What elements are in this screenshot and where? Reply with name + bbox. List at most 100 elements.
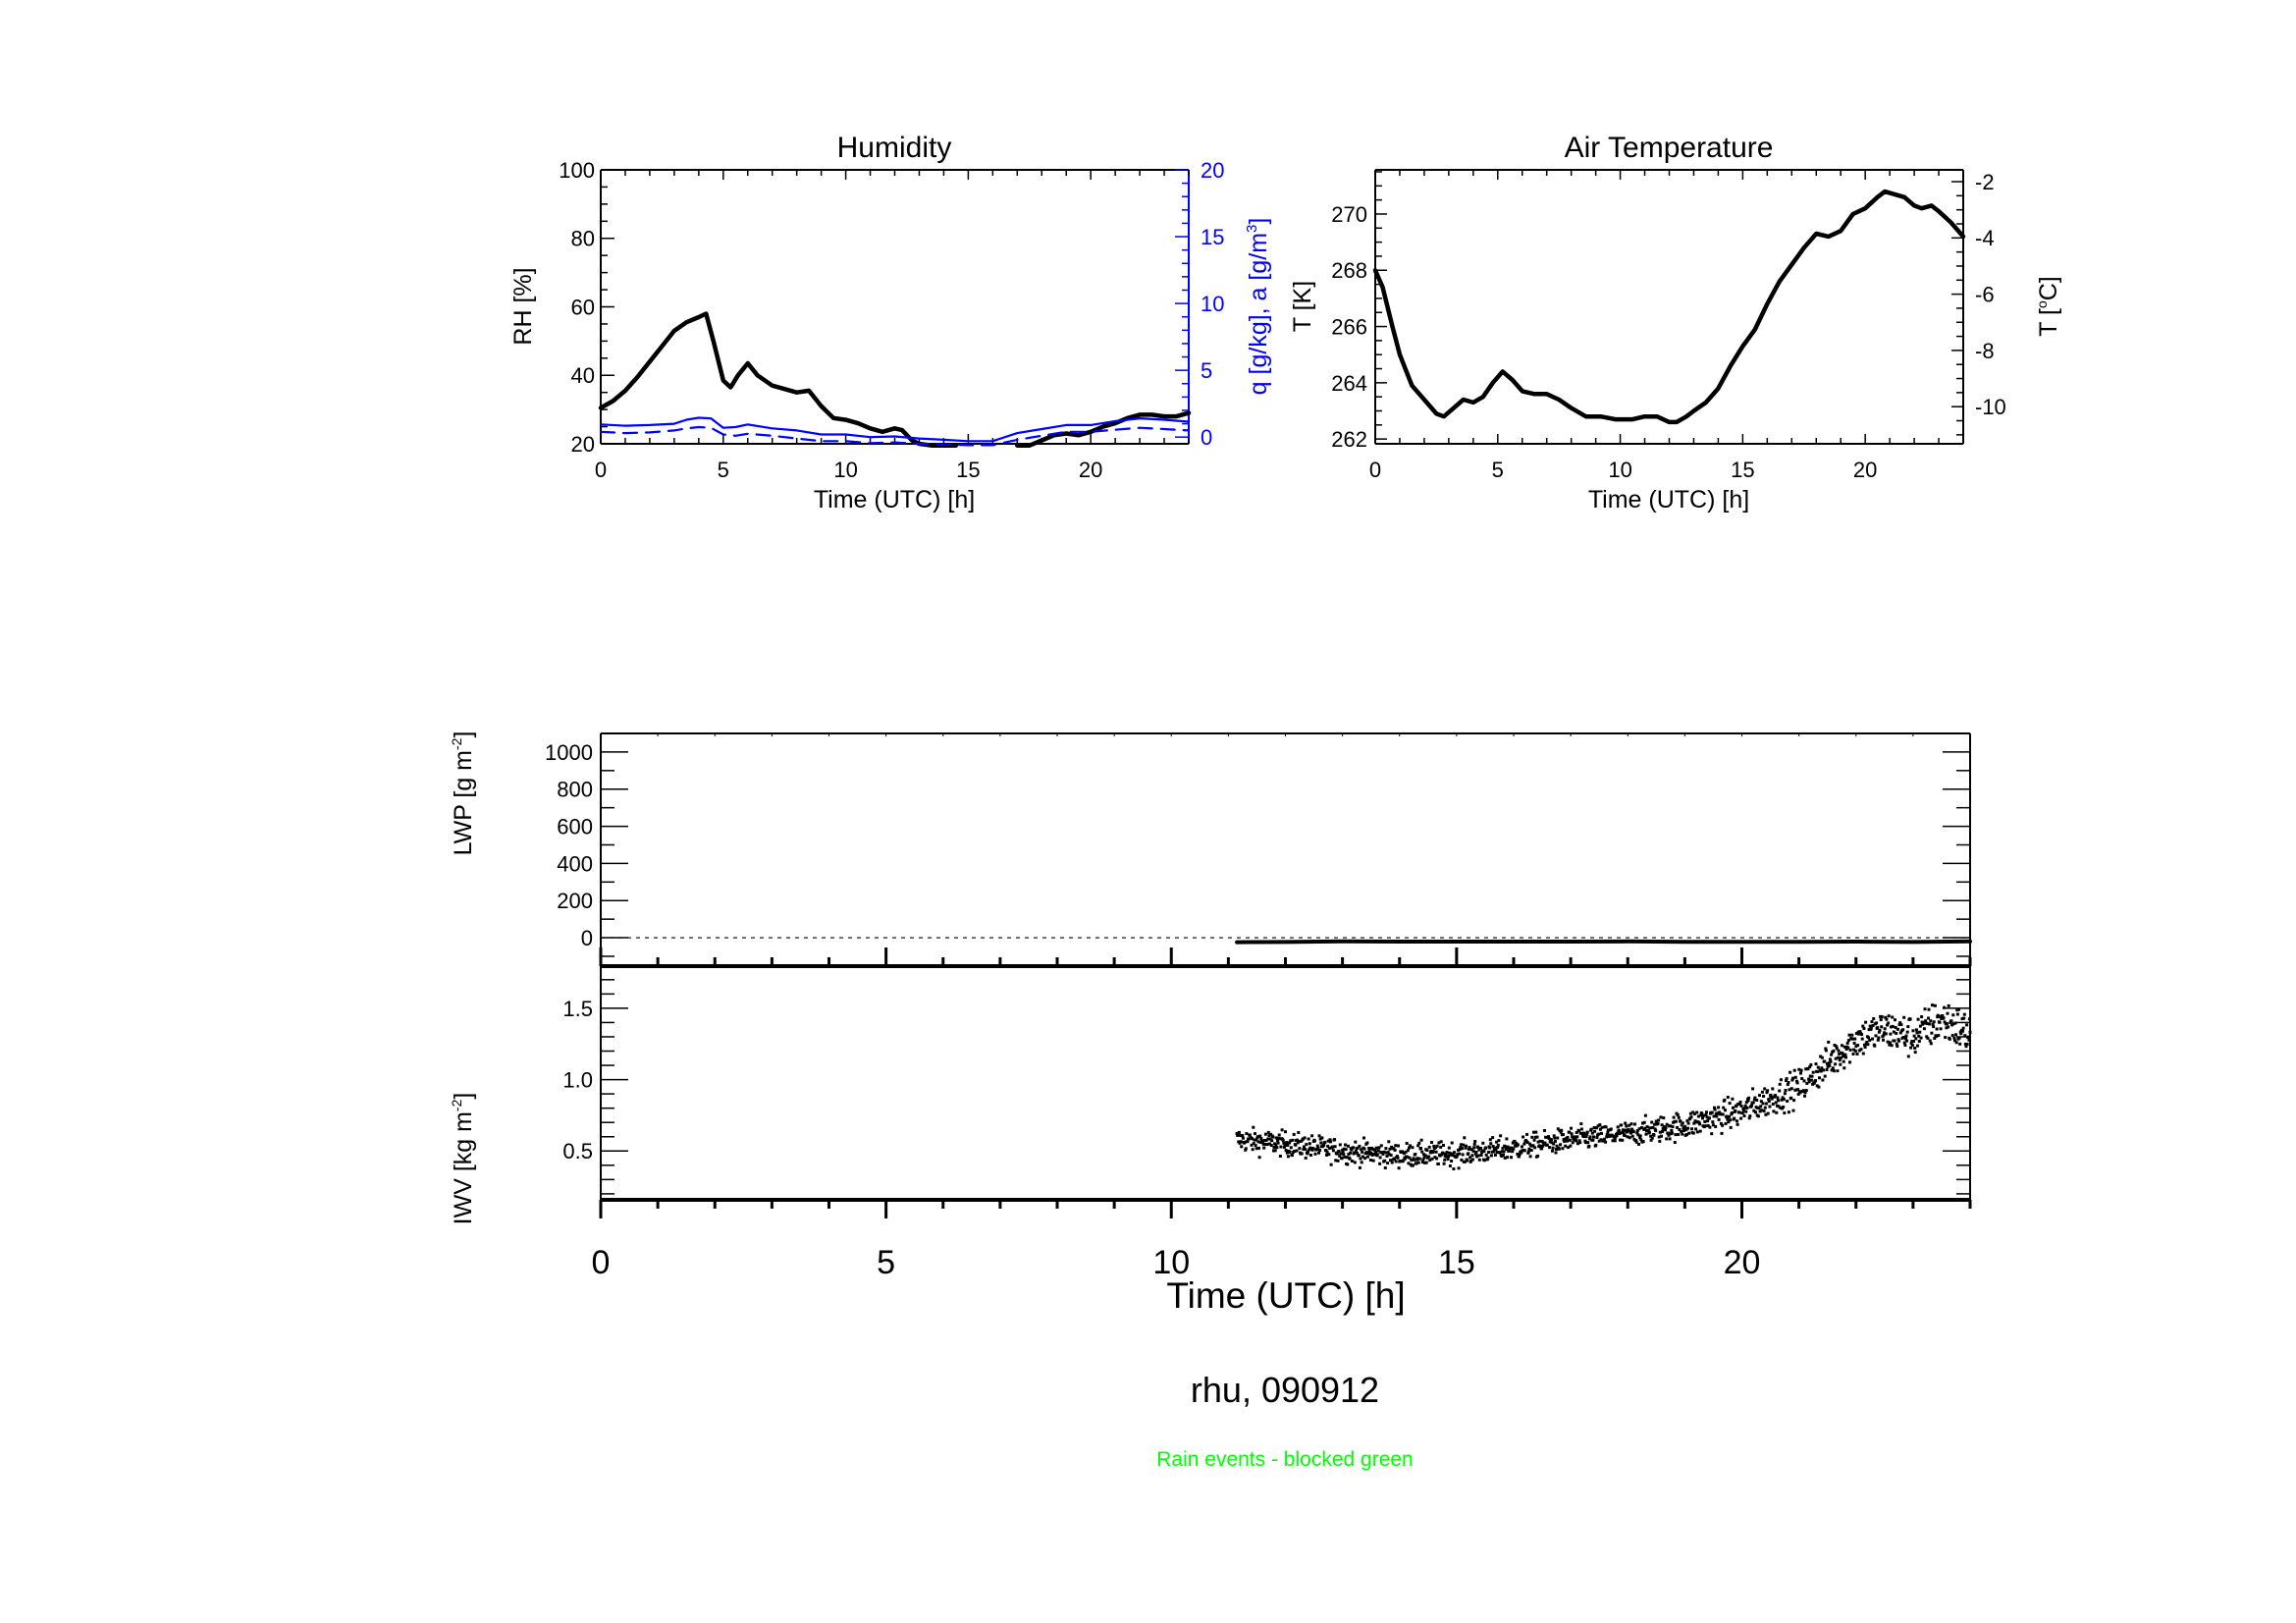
iwv-point xyxy=(1274,1136,1278,1140)
iwv-point xyxy=(1947,1025,1950,1029)
iwv-point xyxy=(1251,1137,1255,1141)
iwv-point xyxy=(1516,1152,1520,1156)
iwv-point xyxy=(1883,1031,1887,1035)
iwv-point xyxy=(1832,1069,1836,1073)
iwv-point xyxy=(1667,1133,1671,1137)
iwv-point xyxy=(1802,1079,1806,1083)
iwv-point xyxy=(1550,1141,1554,1145)
iwv-point xyxy=(1574,1137,1577,1141)
iwv-point xyxy=(1957,1007,1960,1011)
iwv-point xyxy=(1777,1105,1781,1109)
iwv-point xyxy=(1451,1154,1455,1158)
iwv-point xyxy=(1967,1038,1971,1042)
iwv-point xyxy=(1735,1119,1738,1123)
iwv-point xyxy=(1689,1115,1693,1119)
iwv-point xyxy=(1671,1125,1675,1129)
iwv-point xyxy=(1948,1037,1951,1041)
iwv-point xyxy=(1968,1030,1972,1034)
iwv-point xyxy=(1245,1132,1249,1135)
iwv-point xyxy=(1877,1036,1881,1040)
iwv-point xyxy=(1950,1023,1954,1027)
iwv-point xyxy=(1966,1035,1970,1039)
iwv-point xyxy=(1880,1015,1884,1019)
iwv-point xyxy=(1783,1111,1787,1115)
iwv-point xyxy=(1370,1153,1374,1157)
iwv-point xyxy=(1633,1122,1636,1126)
iwv-point xyxy=(1583,1141,1587,1145)
iwv-point xyxy=(1696,1114,1700,1118)
iwv-point xyxy=(1285,1151,1289,1155)
temperature-plot-area: 0 5 10 15 20 262 264 266 268 270 -10 -8 -6 -4 -2 xyxy=(1331,169,2006,482)
iwv-point xyxy=(1362,1136,1365,1140)
iwv-point xyxy=(1895,1042,1898,1046)
iwv-point xyxy=(1701,1116,1704,1120)
iwv-point xyxy=(1704,1113,1708,1117)
iwv-point xyxy=(1449,1153,1453,1157)
iwv-point xyxy=(1803,1091,1807,1095)
iwv-point xyxy=(1288,1151,1292,1154)
iwv-point xyxy=(1606,1130,1610,1134)
iwv-point xyxy=(1891,1015,1895,1019)
iwv-point xyxy=(1302,1148,1306,1151)
iwv-point xyxy=(1939,1014,1942,1018)
temperature-ytick-label-left: 268 xyxy=(1331,258,1367,283)
iwv-point xyxy=(1629,1122,1633,1126)
iwv-point xyxy=(1823,1074,1827,1078)
iwv-point xyxy=(1361,1155,1364,1159)
iwv-xtick-label: 20 xyxy=(1724,1244,1761,1281)
iwv-point xyxy=(1353,1161,1357,1164)
iwv-point xyxy=(1822,1068,1825,1072)
iwv-point xyxy=(1718,1110,1722,1114)
iwv-point xyxy=(1490,1150,1494,1154)
iwv-xtick-label: 5 xyxy=(877,1244,895,1281)
iwv-point xyxy=(1477,1148,1481,1152)
iwv-point xyxy=(1504,1148,1508,1151)
iwv-point xyxy=(1642,1120,1646,1124)
iwv-point xyxy=(1762,1109,1766,1113)
iwv-point xyxy=(1269,1144,1273,1147)
iwv-point xyxy=(1545,1143,1549,1147)
iwv-point xyxy=(1327,1153,1331,1157)
iwv-point xyxy=(1350,1160,1354,1163)
iwv-point xyxy=(1629,1129,1632,1133)
iwv-point xyxy=(1258,1134,1262,1138)
iwv-point xyxy=(1755,1099,1759,1102)
iwv-ytick-label-left: 0.5 xyxy=(562,1139,593,1163)
iwv-point xyxy=(1960,1017,1964,1021)
iwv-point xyxy=(1297,1140,1301,1144)
iwv-point xyxy=(1918,1024,1922,1028)
temperature-ylabel: T [K] xyxy=(1289,281,1316,332)
iwv-point xyxy=(1843,1053,1847,1056)
lwp-ylabel-end: ] xyxy=(450,731,477,738)
temperature-xtick-label: 15 xyxy=(1731,458,1754,482)
iwv-point xyxy=(1871,1037,1874,1041)
humidity-series-RH-late xyxy=(1015,410,1192,448)
iwv-point xyxy=(1768,1105,1772,1109)
iwv-point xyxy=(1758,1109,1762,1113)
temperature-ytick-label-left: 270 xyxy=(1331,202,1367,227)
iwv-point xyxy=(1606,1128,1610,1132)
iwv-point xyxy=(1759,1105,1763,1109)
iwv-ytick-label-left: 1.5 xyxy=(562,997,593,1021)
iwv-point xyxy=(1660,1134,1663,1138)
iwv-point xyxy=(1898,1031,1902,1035)
iwv-point xyxy=(1469,1148,1473,1152)
iwv-point xyxy=(1279,1145,1283,1149)
iwv-point xyxy=(1458,1152,1462,1156)
iwv-point xyxy=(1902,1041,1906,1045)
iwv-point xyxy=(1754,1110,1757,1114)
iwv-point xyxy=(1867,1036,1870,1040)
iwv-point xyxy=(1393,1148,1397,1152)
iwv-point xyxy=(1752,1109,1756,1112)
humidity-xtick-label: 0 xyxy=(595,458,607,482)
temperature-ytick-label-right: -4 xyxy=(1975,226,1995,250)
iwv-point xyxy=(1808,1074,1812,1078)
iwv-point xyxy=(1895,1032,1898,1035)
iwv-point xyxy=(1763,1106,1767,1109)
iwv-point xyxy=(1522,1142,1526,1146)
iwv-point xyxy=(1383,1159,1387,1163)
temperature-ytick-label-right: -10 xyxy=(1975,395,2006,419)
iwv-point xyxy=(1901,1028,1905,1032)
iwv-point xyxy=(1927,1007,1931,1011)
iwv-point xyxy=(1901,1036,1905,1039)
